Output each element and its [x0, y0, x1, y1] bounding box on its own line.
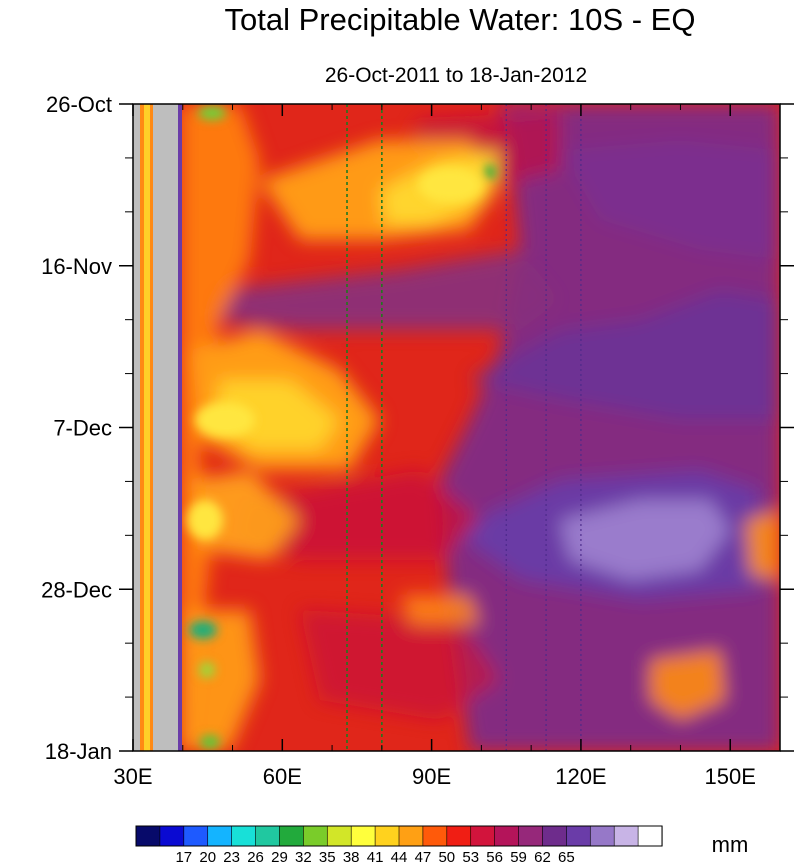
y-tick-label: 7-Dec [53, 416, 112, 441]
colorbar-swatch [446, 825, 472, 847]
colorbar-swatch [350, 825, 376, 847]
colorbar-label: 56 [486, 849, 503, 866]
green-cell-4 [199, 662, 215, 678]
green-cell-3 [198, 106, 226, 120]
y-tick-label: 28-Dec [41, 577, 112, 602]
yellow-cell-3 [187, 500, 223, 540]
colorbar-swatch [303, 825, 328, 847]
colorbar-swatch [207, 825, 233, 847]
crimson-streak-2 [300, 610, 500, 720]
colorbar-label: 53 [462, 849, 479, 866]
colorbar-label: 47 [415, 849, 432, 866]
colorbar-swatch [279, 825, 304, 847]
chart-subtitle: 26-Oct-2011 to 18-Jan-2012 [325, 64, 587, 87]
colorbar-label: 20 [199, 849, 216, 866]
y-tick-label: 18-Jan [45, 739, 112, 764]
land-mask-west [133, 104, 140, 751]
x-tick-label: 150E [705, 764, 756, 789]
colorbar-label: 29 [271, 849, 288, 866]
green-cell-5 [200, 735, 220, 749]
colorbar-label: 44 [391, 849, 408, 866]
colorbar-swatch [422, 825, 448, 847]
purple-north-east [560, 140, 780, 260]
colorbar-swatch [374, 825, 400, 847]
colorbar: 17 20 23 26 29 32 35 38 41 44 47 50 53 56 59 62 65 mm [135, 825, 749, 866]
colorbar-swatch [470, 825, 496, 847]
lavender-core-dec [560, 500, 730, 580]
land-mask-africa [153, 104, 178, 751]
orange-band-jan [180, 610, 260, 751]
orange-patch-jan-mid [400, 595, 480, 625]
crimson-streak [240, 470, 480, 560]
colorbar-label: 50 [438, 849, 455, 866]
heatmap-field [133, 104, 780, 751]
yellow-cell-2 [418, 167, 482, 203]
orange-patch-jan-east [650, 650, 725, 720]
colorbar-swatch [183, 825, 209, 847]
x-tick-label: 90E [412, 764, 451, 789]
colorbar-swatch [518, 825, 544, 847]
colorbar-swatch [255, 825, 281, 847]
colorbar-swatch [494, 825, 520, 847]
y-tick-label: 26-Oct [46, 92, 112, 117]
colorbar-label: 35 [319, 849, 336, 866]
colorbar-swatch [613, 825, 639, 847]
green-cell-1 [189, 621, 217, 639]
chart-title: Total Precipitable Water: 10S - EQ [225, 2, 696, 37]
x-tick-label: 120E [555, 764, 606, 789]
x-tick-label: 60E [263, 764, 302, 789]
colorbar-label: 32 [295, 849, 312, 866]
colorbar-label: 65 [558, 849, 575, 866]
colorbar-label: 26 [247, 849, 264, 866]
colorbar-swatch [159, 825, 185, 847]
colorbar-swatch [398, 825, 424, 847]
orange-band-dec [190, 470, 300, 560]
green-cell-2 [484, 165, 496, 179]
colorbar-unit: mm [712, 832, 749, 857]
colorbar-label: 62 [534, 849, 551, 866]
colorbar-label: 23 [223, 849, 240, 866]
colorbar-label: 59 [510, 849, 527, 866]
colorbar-swatch [231, 825, 257, 847]
orange-patch-dec-east [745, 510, 780, 580]
purple-region-upper [210, 250, 560, 330]
colorbar-label: 38 [343, 849, 360, 866]
orange-region-west [180, 104, 260, 751]
colorbar-swatch [566, 825, 591, 847]
coast-strip-inner [144, 104, 150, 751]
y-tick-label: 16-Nov [41, 254, 112, 279]
colorbar-swatch [637, 825, 663, 847]
colorbar-swatch [542, 825, 567, 847]
yellow-cell-1 [195, 402, 255, 438]
axes: 30E 60E 90E 120E 150E 26-Oct 16-Nov 7-Dec 28-Dec… [41, 92, 794, 789]
coast-edge [178, 104, 182, 751]
colorbar-label: 41 [367, 849, 384, 866]
colorbar-swatch [589, 825, 615, 847]
colorbar-swatch [135, 825, 161, 847]
colorbar-label: 17 [175, 849, 192, 866]
x-tick-label: 30E [113, 764, 152, 789]
colorbar-swatch [326, 825, 352, 847]
colorbar-frame [135, 825, 663, 847]
purple-band-midnov [470, 290, 780, 420]
